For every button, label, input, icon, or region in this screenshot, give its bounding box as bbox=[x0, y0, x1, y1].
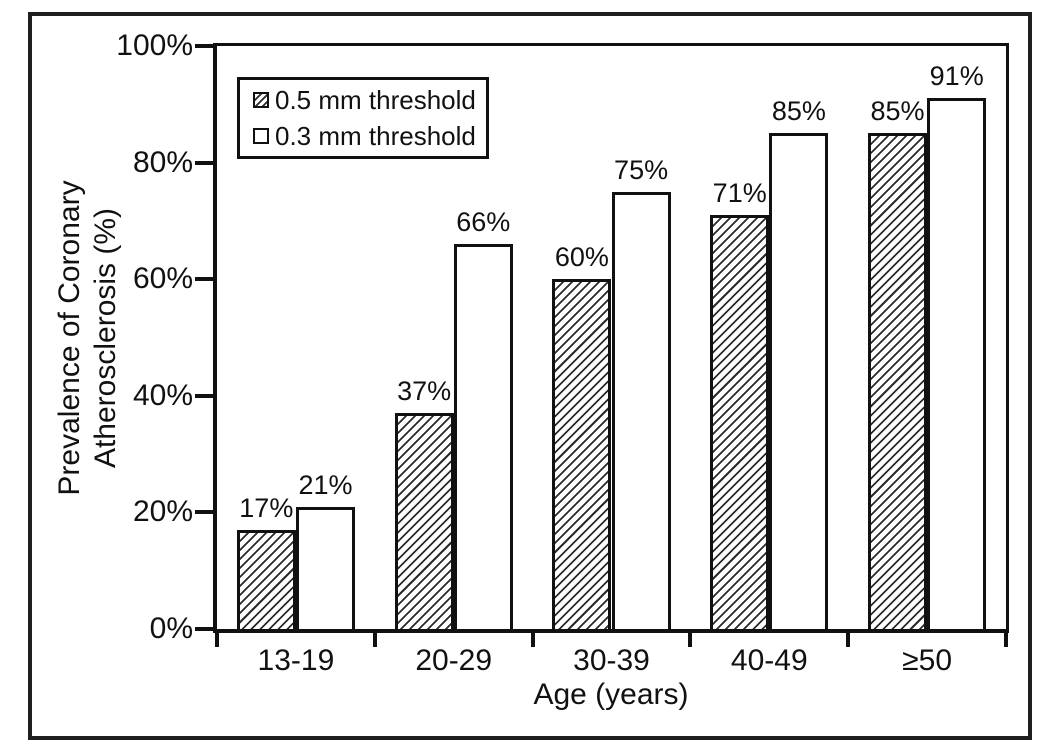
x-tick-mark bbox=[846, 633, 851, 647]
y-tick-mark bbox=[195, 160, 213, 165]
bar-value-label: 60% bbox=[554, 242, 609, 273]
bar-value-label: 37% bbox=[397, 376, 452, 407]
y-tick-label: 40% bbox=[132, 378, 193, 412]
y-tick-label: 100% bbox=[116, 29, 193, 62]
bar-plain-13-19 bbox=[295, 506, 356, 629]
bar-hatched-40-49 bbox=[710, 215, 770, 629]
y-tick-mark bbox=[195, 627, 213, 631]
x-tick-mark bbox=[215, 633, 219, 647]
bar-plain-30-39 bbox=[611, 191, 671, 629]
y-tick-mark bbox=[195, 44, 213, 48]
x-tick-mark bbox=[372, 633, 377, 647]
x-axis-label: Age (years) bbox=[533, 678, 689, 711]
x-tick-label: 30-39 bbox=[573, 644, 650, 677]
y-axis-label: Prevalence of Coronary Atherosclerosis (… bbox=[52, 180, 124, 495]
bar-plain-40-49 bbox=[769, 133, 829, 629]
bar-plain-≥50 bbox=[927, 98, 987, 629]
y-tick-label: 80% bbox=[132, 145, 193, 179]
x-tick-label: 20-29 bbox=[415, 644, 493, 677]
figure-border-frame bbox=[28, 12, 1032, 740]
bar-value-label: 75% bbox=[614, 154, 669, 185]
bar-value-label: 21% bbox=[298, 469, 353, 500]
bar-hatched-13-19 bbox=[236, 529, 296, 629]
legend-item-05mm: 0.5 mm threshold bbox=[253, 85, 486, 115]
bar-value-label: 85% bbox=[870, 96, 925, 127]
legend-item-03mm: 0.3 mm threshold bbox=[253, 121, 486, 151]
legend-item-label: 0.5 mm threshold bbox=[275, 85, 476, 115]
x-tick-label: 40-49 bbox=[730, 644, 808, 677]
bar-hatched-30-39 bbox=[552, 279, 612, 629]
bar-hatched-≥50 bbox=[867, 133, 928, 629]
x-tick-label: ≥50 bbox=[902, 644, 953, 677]
bar-hatched-20-29 bbox=[394, 413, 454, 629]
legend: 0.5 mm threshold 0.3 mm threshold bbox=[237, 77, 489, 159]
y-axis-label-line-1: Prevalence of Coronary bbox=[53, 180, 86, 496]
bar-value-label: 17% bbox=[239, 492, 294, 523]
x-tick-label: 13-19 bbox=[257, 644, 335, 677]
y-tick-mark bbox=[195, 277, 213, 282]
y-tick-label: 0% bbox=[149, 612, 193, 645]
y-tick-label: 20% bbox=[132, 495, 193, 529]
x-tick-mark bbox=[1004, 633, 1008, 647]
bar-plain-20-29 bbox=[453, 244, 513, 629]
y-axis-label-line-2: Atherosclerosis (%) bbox=[89, 207, 122, 469]
bar-value-label: 71% bbox=[712, 178, 767, 209]
x-tick-mark bbox=[530, 633, 535, 647]
plain-swatch-icon bbox=[253, 128, 269, 144]
bar-value-label: 66% bbox=[456, 207, 511, 238]
bar-value-label: 85% bbox=[771, 96, 826, 127]
y-tick-label: 60% bbox=[132, 262, 193, 296]
hatched-swatch-icon bbox=[253, 92, 269, 108]
y-tick-mark bbox=[195, 393, 213, 398]
bar-value-label: 91% bbox=[929, 61, 984, 92]
y-tick-mark bbox=[195, 510, 213, 515]
legend-item-label: 0.3 mm threshold bbox=[275, 121, 476, 151]
x-tick-mark bbox=[688, 633, 693, 647]
chart-plot-area: 0% 20% 40% 60% 80% 100% 13-19 20-29 30-39 40-49 ≥5… bbox=[116, 30, 1009, 677]
